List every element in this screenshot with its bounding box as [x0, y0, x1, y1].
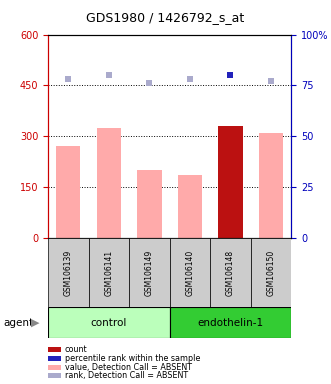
Text: GSM106150: GSM106150 — [266, 250, 275, 296]
Text: GSM106148: GSM106148 — [226, 250, 235, 296]
Bar — [169, 238, 210, 307]
Bar — [178, 175, 202, 238]
Bar — [218, 126, 243, 238]
Bar — [129, 238, 169, 307]
Bar — [259, 133, 283, 238]
Text: GDS1980 / 1426792_s_at: GDS1980 / 1426792_s_at — [86, 11, 245, 24]
Bar — [48, 307, 169, 338]
Bar — [210, 238, 251, 307]
Text: endothelin-1: endothelin-1 — [197, 318, 263, 328]
Text: count: count — [65, 345, 87, 354]
Text: rank, Detection Call = ABSENT: rank, Detection Call = ABSENT — [65, 371, 188, 381]
Bar — [251, 238, 291, 307]
Text: GSM106149: GSM106149 — [145, 250, 154, 296]
Text: value, Detection Call = ABSENT: value, Detection Call = ABSENT — [65, 362, 192, 372]
Text: GSM106139: GSM106139 — [64, 250, 73, 296]
Text: agent: agent — [3, 318, 33, 328]
Text: GSM106141: GSM106141 — [104, 250, 113, 296]
Bar — [97, 128, 121, 238]
Text: percentile rank within the sample: percentile rank within the sample — [65, 354, 200, 363]
Text: GSM106140: GSM106140 — [185, 250, 194, 296]
Bar — [88, 238, 129, 307]
Bar — [48, 238, 88, 307]
Text: ▶: ▶ — [31, 318, 39, 328]
Bar — [56, 147, 80, 238]
Bar — [137, 170, 162, 238]
Text: control: control — [91, 318, 127, 328]
Bar — [169, 307, 291, 338]
